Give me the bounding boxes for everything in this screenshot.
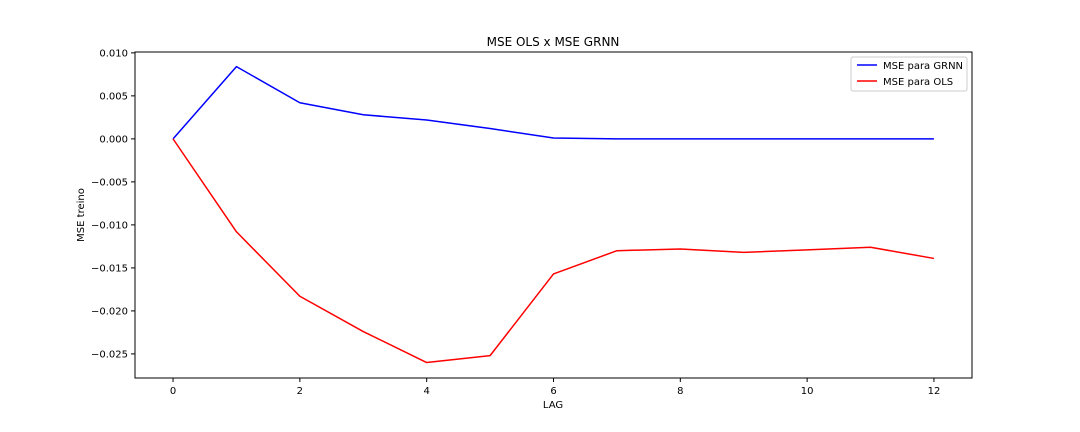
- x-tick-label: 10: [801, 386, 814, 397]
- y-tick-label: 0.005: [99, 91, 128, 102]
- y-tick-label: −0.015: [91, 263, 128, 274]
- legend-label-grnn: MSE para GRNN: [883, 61, 963, 72]
- x-tick-label: 0: [170, 386, 176, 397]
- x-tick-label: 12: [928, 386, 941, 397]
- y-tick-label: −0.020: [91, 306, 128, 317]
- y-tick-label: −0.010: [91, 220, 128, 231]
- x-tick-label: 4: [423, 386, 429, 397]
- y-axis-label: MSE treino: [76, 188, 87, 242]
- x-axis-label: LAG: [543, 400, 563, 411]
- y-tick-label: 0.010: [99, 48, 128, 59]
- x-tick-label: 6: [550, 386, 556, 397]
- x-tick-label: 2: [297, 386, 303, 397]
- plot-area: [135, 52, 972, 378]
- y-tick-label: −0.025: [91, 349, 128, 360]
- chart-title: MSE OLS x MSE GRNN: [487, 35, 620, 49]
- y-tick-label: 0.000: [99, 134, 128, 145]
- y-tick-label: −0.005: [91, 177, 128, 188]
- legend: MSE para GRNN MSE para OLS: [851, 57, 967, 91]
- legend-label-ols: MSE para OLS: [883, 77, 953, 88]
- x-tick-label: 8: [677, 386, 683, 397]
